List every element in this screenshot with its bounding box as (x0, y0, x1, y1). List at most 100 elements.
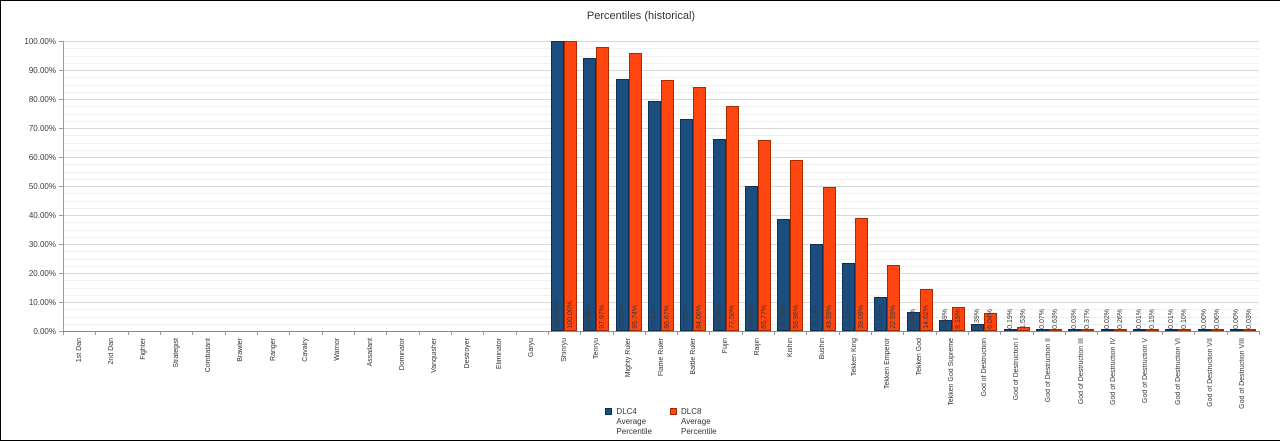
bar-dlc8 (984, 313, 997, 331)
bar-dlc4 (648, 101, 661, 331)
y-axis-tick-label: 20.00% (28, 268, 56, 278)
legend-item: DLC8 Average Percentile (670, 407, 717, 437)
x-axis-tick (1162, 332, 1163, 335)
bar-value-label: 86.67% (664, 305, 671, 329)
bar-dlc4 (1198, 329, 1211, 331)
x-axis-category-label: God of Destruction III (1077, 338, 1085, 405)
bar-value-label: 100.00% (554, 301, 561, 329)
legend-label-line: Average (681, 417, 711, 426)
bar-dlc8 (1146, 329, 1159, 331)
bar-value-label: 0.15% (1149, 309, 1156, 329)
x-axis-tick (936, 332, 937, 335)
y-axis-tick (59, 331, 63, 332)
x-axis-tick (95, 332, 96, 335)
bar-value-label: 3.69% (942, 309, 949, 329)
bar-dlc8 (1243, 329, 1256, 331)
bar-dlc8 (693, 87, 706, 331)
bar-dlc4 (874, 297, 887, 331)
x-axis-category-label: Assailant (366, 338, 374, 367)
x-axis-category-label: 1st Dan (75, 338, 83, 363)
x-axis-category-label: Kishin (786, 338, 794, 358)
x-axis-category-label: Tekken King (851, 338, 859, 377)
x-axis-category-label: Raijin (754, 338, 762, 356)
x-axis-category-label: Flame Ruler (657, 338, 665, 377)
y-axis-tick-label: 10.00% (28, 297, 56, 307)
x-axis-category-label: Garyu (528, 338, 536, 358)
x-axis-category-label: Vanquisher (431, 338, 439, 373)
x-axis-category-label: Ranger (269, 338, 277, 361)
bar-value-label: 58.96% (793, 305, 800, 329)
bar-value-label: 100.00% (567, 301, 574, 329)
bar-dlc4 (713, 139, 726, 331)
x-axis-tick (1065, 332, 1066, 335)
gridline-major (63, 70, 1259, 71)
bar-value-label: 0.02% (1104, 309, 1111, 329)
bar-dlc4 (842, 263, 855, 331)
x-axis-tick (1227, 332, 1228, 335)
x-axis-category-label: Tekken God Supreme (948, 338, 956, 406)
y-axis-tick (59, 128, 63, 129)
bar-value-label: 6.46% (910, 309, 917, 329)
y-axis-tick-label: 50.00% (28, 181, 56, 191)
x-axis-tick (580, 332, 581, 335)
x-axis-category-label: God of Destruction VII (1207, 338, 1214, 407)
bar-dlc8 (661, 80, 674, 331)
bar-value-label: 79.42% (651, 305, 658, 329)
y-axis-tick-label: 0.00% (33, 326, 56, 336)
bar-value-label: 66.26% (716, 305, 723, 329)
bar-dlc4 (616, 79, 629, 331)
x-axis-category-label: Strategist (172, 338, 180, 368)
legend: DLC4 Average Percentile DLC8 Average Percenti… (63, 407, 1259, 437)
x-axis-tick (257, 332, 258, 335)
x-axis-tick (645, 332, 646, 335)
x-axis-category-label: Tekken Emperor (883, 338, 891, 389)
legend-label-line: DLC4 (616, 407, 637, 416)
gridline-minor (63, 48, 1259, 50)
bar-value-label: 39.09% (858, 305, 865, 329)
x-axis-category-label: God of Destruction V (1142, 338, 1150, 403)
x-axis-tick (613, 332, 614, 335)
x-axis-tick (354, 332, 355, 335)
bar-dlc8 (596, 47, 609, 331)
bar-dlc4 (777, 219, 790, 331)
bar-dlc8 (1211, 329, 1224, 331)
x-axis-tick (1097, 332, 1098, 335)
bar-value-label: 0.07% (1039, 309, 1046, 329)
x-axis-category-label: Destroyer (463, 338, 471, 369)
x-axis-tick (903, 332, 904, 335)
bar-value-label: 14.62% (923, 305, 930, 329)
x-axis-tick (386, 332, 387, 335)
y-axis-tick (59, 302, 63, 303)
bar-value-label: 95.74% (632, 305, 639, 329)
bar-dlc8 (1114, 329, 1127, 331)
bar-value-label: 23.41% (845, 305, 852, 329)
bar-dlc8 (855, 218, 868, 331)
bar-value-label: 0.10% (1181, 309, 1188, 329)
x-axis-tick (1194, 332, 1195, 335)
y-axis-tick-label: 90.00% (28, 65, 56, 75)
bar-dlc4 (810, 244, 823, 331)
x-axis-tick (128, 332, 129, 335)
bar-value-label: 97.97% (599, 305, 606, 329)
bar-value-label: 0.01% (1136, 309, 1143, 329)
y-axis-tick (59, 244, 63, 245)
x-axis-tick (1000, 332, 1001, 335)
bar-value-label: 0.63% (1052, 309, 1059, 329)
x-axis-category-label: Combatant (204, 338, 212, 373)
bar-dlc8 (887, 265, 900, 331)
x-axis-tick (1033, 332, 1034, 335)
x-axis-category-label: Bushin (819, 338, 827, 360)
y-axis-tick (59, 215, 63, 216)
bar-value-label: 0.37% (1084, 309, 1091, 329)
legend-label-line: Percentile (616, 427, 652, 436)
bar-value-label: 84.06% (696, 305, 703, 329)
bar-value-label: 0.26% (1117, 309, 1124, 329)
x-axis-category-label: Warrior (334, 338, 342, 361)
bar-value-label: 49.59% (826, 305, 833, 329)
bar-dlc8 (564, 41, 577, 331)
legend-label-line: Average (616, 417, 647, 426)
y-axis-tick-label: 60.00% (28, 152, 56, 162)
bar-value-label: 6.04% (987, 309, 994, 329)
bar-value-label: 2.39% (974, 309, 981, 329)
